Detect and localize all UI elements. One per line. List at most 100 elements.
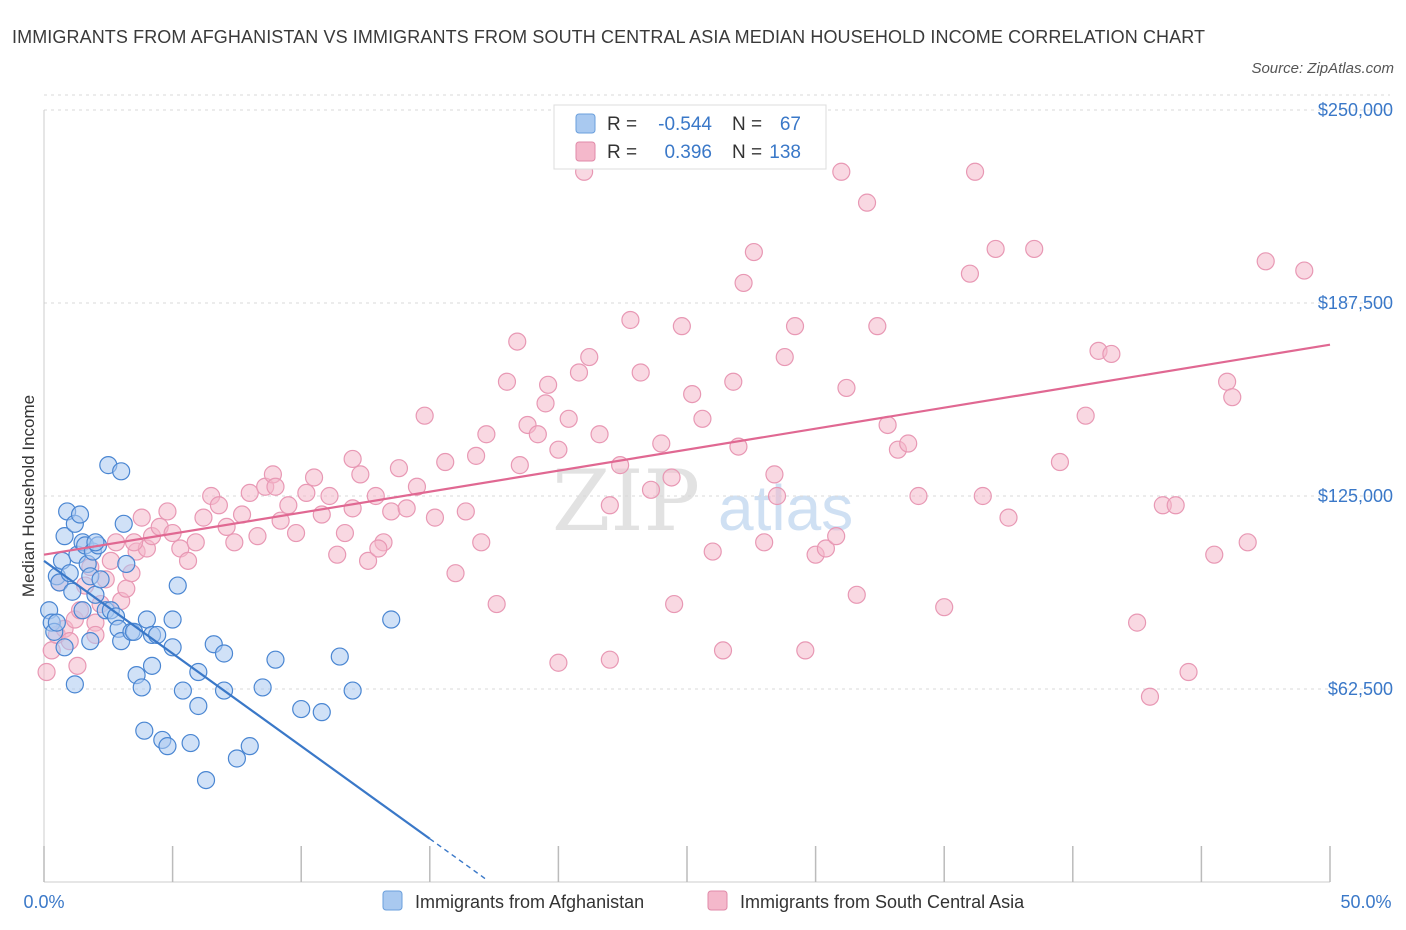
data-point (124, 533, 144, 552)
data-point (703, 542, 722, 561)
legend-n-value-afghanistan: 67 (780, 114, 801, 135)
data-point (847, 585, 866, 604)
data-point (600, 496, 619, 515)
data-point (214, 644, 234, 663)
data-point (580, 347, 599, 367)
data-point (785, 317, 805, 336)
data-point (81, 632, 100, 651)
data-point (1205, 545, 1224, 564)
data-point (827, 527, 846, 546)
data-point (91, 570, 110, 589)
data-point (112, 462, 131, 481)
data-point (181, 733, 200, 753)
data-point (173, 681, 192, 700)
grid-lines (44, 94, 1390, 690)
data-point (986, 239, 1005, 259)
data-point (446, 564, 465, 583)
data-point (909, 486, 928, 506)
legend-swatch-south-central-asia (575, 141, 596, 162)
data-point (466, 446, 486, 465)
data-point (1166, 496, 1185, 515)
chart-title: IMMIGRANTS FROM AFGHANISTAN VS IMMIGRANT… (12, 27, 1206, 47)
data-point (320, 486, 339, 506)
data-point (1050, 452, 1070, 472)
data-point (1238, 533, 1257, 552)
bottom-legend-swatch-afghanistan (382, 890, 403, 911)
data-point (425, 508, 445, 527)
series-afghanistan-points (40, 456, 401, 790)
legend-n-value-south-central-asia: 138 (769, 142, 801, 163)
data-point (148, 625, 167, 645)
data-point (683, 384, 702, 404)
data-point (559, 409, 578, 428)
data-point (117, 554, 136, 574)
data-point (304, 468, 324, 487)
data-point (837, 378, 856, 398)
data-point (477, 425, 496, 444)
legend-swatch-afghanistan (575, 113, 596, 134)
data-point (672, 317, 691, 336)
y-tick-label: $125,000 (1318, 486, 1393, 506)
data-point (330, 647, 349, 666)
data-point (142, 656, 162, 675)
data-point (1179, 662, 1198, 682)
data-point (209, 496, 228, 515)
bottom-legend-swatch-south-central-asia (707, 890, 728, 911)
data-point (1218, 372, 1237, 391)
data-point (73, 601, 92, 620)
data-point (240, 737, 259, 756)
data-point (1256, 252, 1275, 271)
data-point (1127, 613, 1147, 632)
data-point (744, 242, 763, 262)
data-point (1102, 344, 1121, 364)
data-point (641, 480, 661, 499)
x-tick-label-min: 0.0% (23, 892, 64, 912)
data-point (528, 425, 547, 444)
y-axis-label: Median Household Income (19, 395, 38, 597)
trend-line-south-central-asia (43, 343, 1331, 556)
data-point (724, 372, 743, 391)
data-point (973, 486, 992, 506)
data-point (266, 477, 285, 496)
x-tick-label-max: 50.0% (1340, 892, 1391, 912)
data-point (1223, 388, 1242, 407)
data-point (713, 641, 733, 660)
data-point (114, 514, 133, 533)
y-tick-label: $187,500 (1318, 293, 1393, 313)
bottom-legend-label-afghanistan: Immigrants from Afghanistan (415, 892, 644, 912)
series-legend: Immigrants from Afghanistan Immigrants f… (382, 890, 1025, 912)
data-point (1076, 406, 1095, 425)
data-point (248, 527, 267, 546)
data-point (227, 749, 246, 768)
data-point (63, 582, 82, 601)
data-point (168, 576, 187, 595)
x-axis-ticks (43, 846, 1331, 882)
data-point (343, 681, 362, 700)
data-point (796, 641, 815, 660)
data-point (312, 703, 331, 722)
data-point (101, 551, 120, 570)
data-point (868, 317, 887, 336)
data-point (55, 638, 74, 657)
data-point (137, 610, 156, 629)
series-south-central-asia-points (37, 162, 1314, 706)
legend-r-value-south-central-asia: 0.396 (664, 142, 712, 163)
data-point (163, 610, 182, 629)
data-point (117, 579, 136, 598)
data-point (407, 477, 427, 496)
y-tick-label: $250,000 (1318, 100, 1393, 120)
data-point (1140, 687, 1160, 706)
data-point (351, 465, 370, 484)
data-point (472, 533, 491, 552)
data-point (279, 496, 298, 515)
y-axis-ticks: $62,500 $125,000 $187,500 $250,000 (1318, 100, 1393, 699)
stats-legend: R = -0.544 N = 67 R = 0.396 N = 138 (553, 104, 827, 170)
data-point (857, 193, 877, 212)
data-point (600, 650, 619, 669)
data-point (196, 770, 216, 790)
data-point (397, 499, 416, 518)
data-point (369, 539, 388, 558)
data-point (631, 363, 650, 382)
data-point (755, 533, 774, 552)
data-point (832, 162, 851, 181)
